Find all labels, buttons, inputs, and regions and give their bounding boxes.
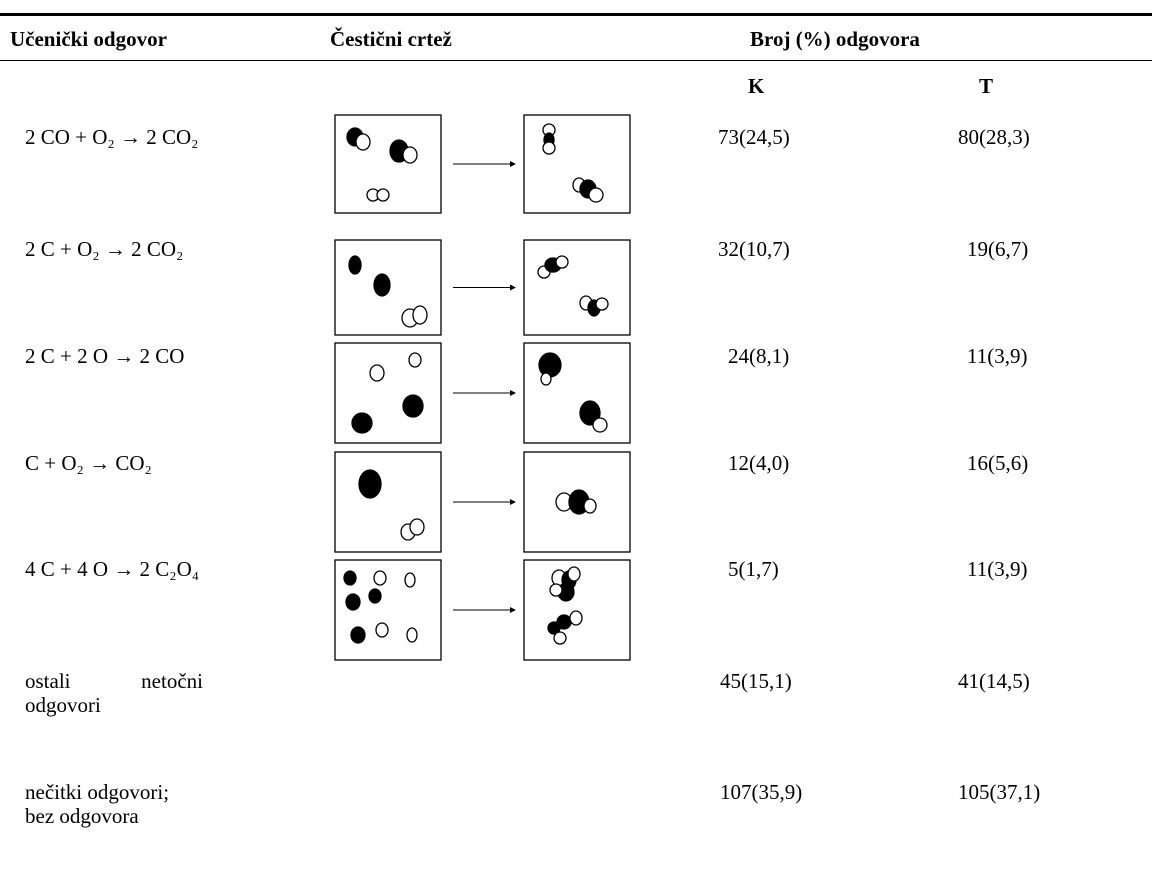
open-atom (588, 187, 604, 203)
open-atom (540, 372, 552, 386)
open-atom (373, 570, 387, 586)
count-k: 32(10,7) (718, 237, 790, 261)
open-atom (595, 297, 609, 311)
header-rule (0, 60, 1152, 61)
open-atom (412, 305, 428, 325)
count-k: 12(4,0) (728, 451, 790, 475)
filled-atom (348, 255, 362, 275)
header-drawing: Čestični crtež (330, 27, 452, 51)
drawing-box (334, 342, 442, 444)
header-k: K (748, 74, 765, 98)
answer: 4 C + 4 O → 2 C₂O₄ (25, 557, 200, 581)
header-t: T (979, 74, 994, 98)
open-atom (404, 572, 416, 588)
count-t: 80(28,3) (958, 125, 1030, 149)
count-t: 11(3,9) (967, 344, 1028, 368)
open-atom (409, 518, 425, 536)
arrow-head (510, 607, 516, 613)
drawing-box (523, 559, 631, 661)
answer: nečitki odgovori; bez odgovora (25, 780, 170, 828)
filled-atom (358, 469, 382, 499)
count-k: 24(8,1) (728, 344, 790, 368)
filled-atom (402, 394, 424, 418)
answer: ostali netočni odgovori (25, 669, 203, 717)
drawing-box (523, 239, 631, 336)
filled-atom (343, 570, 357, 586)
filled-atom (345, 593, 361, 611)
filled-atom (538, 352, 562, 378)
header-count: Broj (%) odgovora (750, 27, 920, 51)
open-atom (406, 627, 418, 643)
open-atom (567, 566, 581, 582)
arrow-head (510, 390, 516, 396)
answer: 2 C + O₂ → 2 CO₂ (25, 237, 184, 261)
open-atom (542, 141, 556, 155)
open-atom (553, 631, 567, 645)
open-atom (402, 146, 418, 164)
open-atom (549, 583, 563, 597)
filled-atom (547, 621, 561, 635)
filled-atom (351, 412, 373, 434)
arrow-head (510, 161, 516, 167)
open-atom (569, 610, 583, 626)
filled-atom (350, 626, 366, 644)
count-k: 45(15,1) (720, 669, 792, 693)
arrow-head (510, 284, 516, 291)
filled-atom (579, 400, 601, 426)
drawing-box (523, 114, 631, 214)
open-atom (369, 364, 385, 382)
open-atom (592, 417, 608, 433)
filled-atom (373, 273, 391, 297)
drawing-box (334, 451, 442, 553)
answer: 2 CO + O₂ → 2 CO₂ (25, 125, 199, 149)
top-rule (0, 13, 1152, 16)
count-k: 107(35,9) (720, 780, 803, 804)
count-t: 11(3,9) (967, 557, 1028, 581)
count-t: 41(14,5) (958, 669, 1030, 693)
open-atom (375, 622, 389, 638)
open-atom (555, 255, 569, 269)
open-atom (376, 188, 390, 202)
count-k: 5(1,7) (728, 557, 779, 581)
count-t: 19(6,7) (967, 237, 1029, 261)
open-atom (583, 498, 597, 514)
count-t: 105(37,1) (958, 780, 1041, 804)
drawing-box (523, 342, 631, 444)
filled-atom (368, 588, 382, 604)
open-atom (355, 133, 371, 151)
arrow-head (510, 499, 516, 505)
answer: C + O₂ → CO₂ (25, 451, 152, 475)
count-t: 16(5,6) (967, 451, 1029, 475)
header-answer: Učenički odgovor (10, 27, 167, 51)
open-atom (408, 352, 422, 368)
count-k: 73(24,5) (718, 125, 790, 149)
answer: 2 C + 2 O → 2 CO (25, 344, 185, 368)
